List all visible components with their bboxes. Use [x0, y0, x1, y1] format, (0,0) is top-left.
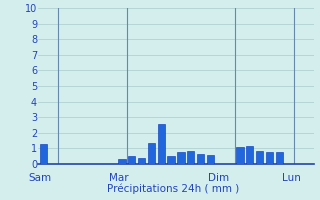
Text: Mar: Mar: [109, 173, 128, 183]
Bar: [148, 143, 155, 164]
Bar: [276, 152, 283, 164]
Bar: [167, 156, 175, 164]
Bar: [157, 124, 165, 164]
Text: Lun: Lun: [282, 173, 300, 183]
Text: Précipitations 24h ( mm ): Précipitations 24h ( mm ): [107, 184, 239, 194]
Bar: [197, 154, 204, 164]
Bar: [187, 151, 195, 164]
Bar: [118, 159, 126, 164]
Bar: [207, 155, 214, 164]
Bar: [266, 152, 273, 164]
Bar: [40, 144, 47, 164]
Text: Sam: Sam: [29, 173, 52, 183]
Bar: [246, 146, 253, 164]
Bar: [236, 147, 244, 164]
Text: Dim: Dim: [208, 173, 229, 183]
Bar: [256, 151, 263, 164]
Bar: [177, 152, 185, 164]
Bar: [138, 158, 145, 164]
Bar: [128, 156, 135, 164]
